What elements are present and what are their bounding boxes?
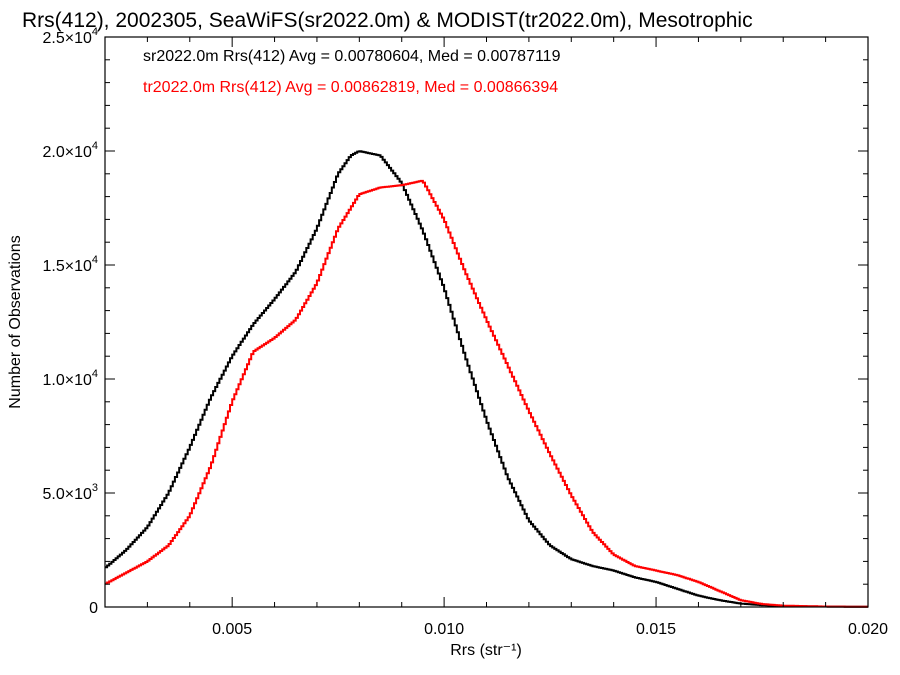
axes: 0.005 0.010 0.015 0.020 0 5.0×103 1.0×104 1.5×1… <box>42 26 888 638</box>
y-tick-label: 5.0×103 <box>42 482 98 503</box>
x-tick-label: 0.010 <box>424 621 464 638</box>
x-tick-label: 0.015 <box>636 621 676 638</box>
series-2-histogram <box>105 179 868 608</box>
y-tick-label: 1.5×104 <box>42 254 98 275</box>
y-tick-label: 2.5×104 <box>42 26 98 47</box>
legend-entry-series-1: sr2022.0m Rrs(412) Avg = 0.00780604, Med… <box>143 48 561 65</box>
legend-entry-series-2: tr2022.0m Rrs(412) Avg = 0.00862819, Med… <box>143 79 558 96</box>
x-tick-label: 0.020 <box>848 621 888 638</box>
y-tick-label: 2.0×104 <box>42 140 98 161</box>
series-1-histogram <box>105 150 868 608</box>
y-axis-label: Number of Observations <box>7 235 24 408</box>
y-tick-label: 0 <box>89 600 98 617</box>
x-tick-label: 0.005 <box>212 621 252 638</box>
plot-area <box>105 150 868 608</box>
x-axis-label: Rrs (str⁻¹) <box>450 642 522 659</box>
y-tick-label: 1.0×104 <box>42 368 98 389</box>
chart-title: Rrs(412), 2002305, SeaWiFS(sr2022.0m) & … <box>22 9 753 32</box>
